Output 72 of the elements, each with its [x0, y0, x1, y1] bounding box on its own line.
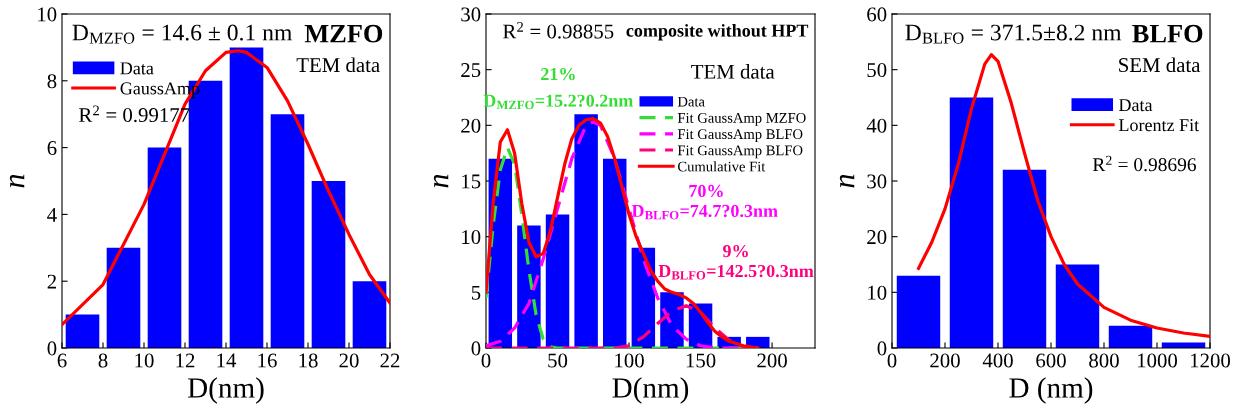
text: SEM data	[1119, 57, 1201, 73]
y-axis-title: n	[839, 174, 855, 188]
x-tick-label: 400	[982, 353, 1013, 368]
legend-label: Data	[1118, 99, 1153, 112]
chart-title: BLFO	[1132, 24, 1203, 43]
y-tick-label: 8	[47, 74, 57, 89]
x-axis-title: D (nm)	[1009, 377, 1093, 404]
y-tick-label: 25	[461, 63, 481, 78]
x-tick-label: 150	[686, 353, 716, 368]
x-tick-label: 600	[1036, 353, 1066, 368]
y-tick-label: 20	[867, 230, 887, 245]
legend-label: Data	[677, 96, 705, 107]
x-tick-label: 10	[135, 353, 154, 368]
y-tick-label: 40	[866, 118, 887, 133]
annotation: D$_{BLFO}$=74.7?0.3nm	[631, 204, 778, 220]
x-tick-label: 20	[339, 353, 359, 368]
text: TEM data	[691, 64, 775, 79]
legend-label: Fit GaussAmp BLFO	[677, 145, 803, 159]
x-tick-label: 0	[887, 353, 897, 368]
x-tick-label: 50	[548, 353, 568, 368]
y-tick-label: 6	[47, 141, 57, 156]
y-tick-label: 0	[47, 341, 57, 356]
line-series	[916, 53, 1210, 338]
y-tick-label: 15	[462, 174, 481, 189]
x-axis-title: D(nm)	[187, 377, 264, 404]
y-tick-label: 5	[471, 285, 481, 300]
annotation: D$_{BLFO}$ = 371.5±8.2 nm	[905, 24, 1122, 44]
line-series	[62, 49, 390, 327]
y-tick-label: 10	[38, 7, 57, 22]
x-tick-label: 200	[930, 353, 960, 368]
y-tick-label: 0	[877, 341, 887, 356]
x-tick-label: 0	[481, 353, 491, 368]
legend-label: Lorentz Fit	[1118, 119, 1200, 132]
x-tick-label: 14	[217, 353, 237, 368]
legend-label: Data	[120, 62, 154, 75]
y-tick-label: 10	[462, 230, 481, 245]
legend-label: Cumulative Fit	[678, 161, 766, 172]
x-tick-label: 18	[299, 353, 318, 368]
x-tick-label: 22	[380, 353, 400, 368]
x-tick-label: 16	[258, 353, 277, 368]
annotation: 21%	[541, 67, 575, 81]
x-tick-label: 100	[615, 353, 644, 368]
x-tick-label: 12	[176, 353, 195, 368]
legend-label: Fit GaussAmp MZFO	[677, 113, 806, 126]
text: composite without HPT	[626, 24, 809, 41]
x-tick-label: 1000	[1138, 353, 1178, 368]
x-tick-label: 200	[757, 353, 787, 368]
y-tick-label: 20	[461, 118, 481, 133]
y-axis-title: n	[433, 174, 449, 188]
x-tick-label: 800	[1089, 353, 1119, 368]
annotation: D$_{BLFO}$=142.5?0.3nm	[658, 264, 814, 280]
y-tick-label: 0	[471, 341, 481, 356]
annotation: R$^{2}$ = 0.98696	[1092, 155, 1197, 172]
y-tick-label: 30	[461, 7, 481, 22]
y-tick-label: 4	[47, 207, 57, 222]
y-tick-label: 50	[867, 63, 887, 78]
chart-title: MZFO	[304, 24, 383, 43]
annotation: 70%	[689, 184, 723, 198]
y-tick-label: 60	[867, 7, 887, 22]
annotation: 9%	[722, 244, 748, 258]
x-tick-label: 1200	[1191, 353, 1231, 368]
y-axis-title: n	[9, 174, 25, 188]
x-axis-title: D(nm)	[612, 377, 689, 404]
y-tick-label: 2	[47, 274, 56, 289]
annotation: R$^{2}$ = 0.98855	[503, 22, 614, 39]
legend-label: Fit GaussAmp BLFO	[677, 129, 803, 143]
y-tick-label: 10	[868, 285, 887, 300]
text: TEM data	[296, 57, 380, 73]
x-tick-label: 8	[98, 353, 108, 368]
x-tick-label: 6	[57, 353, 67, 368]
annotation: D$_{MZFO}$ = 14.6 ± 0.1 nm	[72, 24, 292, 44]
y-tick-label: 30	[867, 174, 887, 189]
